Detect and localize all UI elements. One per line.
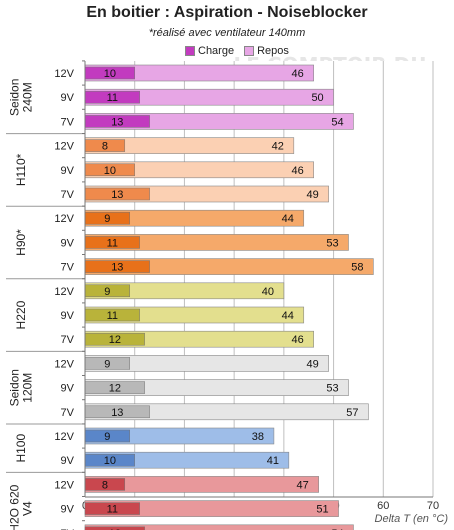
voltage-label: 9V (61, 455, 75, 467)
group-label: 240M (21, 82, 35, 112)
data-label-charge: 13 (111, 407, 123, 419)
data-label-charge: 13 (111, 189, 123, 201)
group-label: V4 (21, 501, 35, 516)
voltage-label: 12V (54, 431, 74, 443)
data-label-charge: 12 (109, 334, 121, 346)
group-label: H220 (14, 300, 28, 329)
data-label-repos: 58 (351, 262, 363, 274)
group-label: H90* (14, 229, 28, 256)
voltage-label: 7V (61, 407, 75, 419)
legend-item-charge: Charge (185, 45, 234, 57)
voltage-label: 9V (61, 383, 75, 395)
data-label-repos: 54 (331, 528, 343, 530)
data-label-repos: 53 (326, 237, 338, 249)
plot-area (85, 61, 433, 497)
data-label-charge: 11 (107, 310, 118, 322)
group-label: H2O 620 (8, 484, 22, 530)
data-label-charge: 8 (102, 141, 108, 153)
voltage-label: 9V (61, 504, 75, 516)
chart-title: En boitier : Aspiration - Noiseblocker (86, 4, 368, 21)
voltage-label: 7V (61, 189, 75, 201)
group-label: Seidon (8, 369, 22, 406)
voltage-label: 7V (61, 334, 75, 346)
data-label-charge: 11 (107, 237, 118, 249)
data-label-charge: 8 (102, 479, 108, 491)
data-label-repos: 54 (331, 116, 343, 128)
data-label-repos: 53 (326, 383, 338, 395)
legend-item-repos: Repos (244, 45, 289, 57)
bar-charge (84, 502, 140, 515)
voltage-label: 7V (61, 116, 75, 128)
data-label-repos: 40 (262, 286, 274, 298)
voltage-label: 7V (61, 528, 75, 530)
data-label-repos: 38 (252, 431, 264, 443)
data-label-charge: 9 (104, 431, 110, 443)
data-label-repos: 51 (316, 504, 328, 516)
data-label-charge: 9 (104, 213, 110, 225)
data-label-charge: 11 (107, 92, 118, 104)
voltage-label: 9V (61, 165, 75, 177)
data-label-repos: 44 (282, 213, 294, 225)
data-label-charge: 10 (104, 68, 116, 80)
voltage-label: 12V (54, 479, 74, 491)
voltage-label: 12V (54, 213, 74, 225)
data-label-charge: 10 (104, 455, 116, 467)
x-tick-label: 60 (377, 500, 389, 512)
legend: Charge Repos (185, 45, 289, 57)
group-label: H100 (14, 434, 28, 463)
voltage-label: 12V (54, 141, 74, 153)
voltage-label: 12V (54, 358, 74, 370)
data-label-repos: 49 (306, 358, 318, 370)
data-label-repos: 46 (292, 68, 304, 80)
data-label-repos: 57 (346, 407, 358, 419)
voltage-label: 12V (54, 286, 74, 298)
voltage-label: 7V (61, 262, 75, 274)
data-label-charge: 13 (111, 262, 123, 274)
data-label-repos: 44 (282, 310, 294, 322)
legend-label-charge: Charge (198, 45, 235, 57)
data-label-repos: 49 (306, 189, 318, 201)
data-label-charge: 10 (104, 165, 116, 177)
data-label-charge: 11 (107, 504, 118, 516)
x-tick-label: 70 (427, 500, 439, 512)
legend-swatch-repos (244, 46, 255, 56)
data-label-charge: 13 (111, 116, 123, 128)
data-label-repos: 46 (292, 334, 304, 346)
data-label-charge: 9 (104, 286, 110, 298)
data-label-repos: 42 (272, 141, 284, 153)
data-label-repos: 50 (311, 92, 323, 104)
data-label-charge: 12 (109, 383, 121, 395)
legend-swatch-charge (185, 46, 195, 56)
bar-charge (84, 526, 145, 530)
group-label: 120M (21, 373, 35, 403)
data-label-charge: 9 (104, 358, 110, 370)
group-label: Seidon (8, 79, 22, 116)
legend-label-repos: Repos (257, 45, 289, 57)
data-label-repos: 47 (297, 479, 309, 491)
chart-subtitle: *réalisé avec ventilateur 140mm (148, 27, 306, 39)
voltage-label: 9V (61, 237, 75, 249)
data-label-repos: 41 (267, 455, 279, 467)
voltage-label: 12V (54, 68, 74, 80)
data-label-charge: 12 (109, 528, 121, 530)
x-axis-label: Delta T (en °C) (374, 513, 448, 525)
data-label-repos: 46 (292, 165, 304, 177)
bar-repos (84, 524, 354, 530)
group-label: H110* (14, 153, 28, 186)
voltage-label: 9V (61, 92, 75, 104)
voltage-label: 9V (61, 310, 75, 322)
